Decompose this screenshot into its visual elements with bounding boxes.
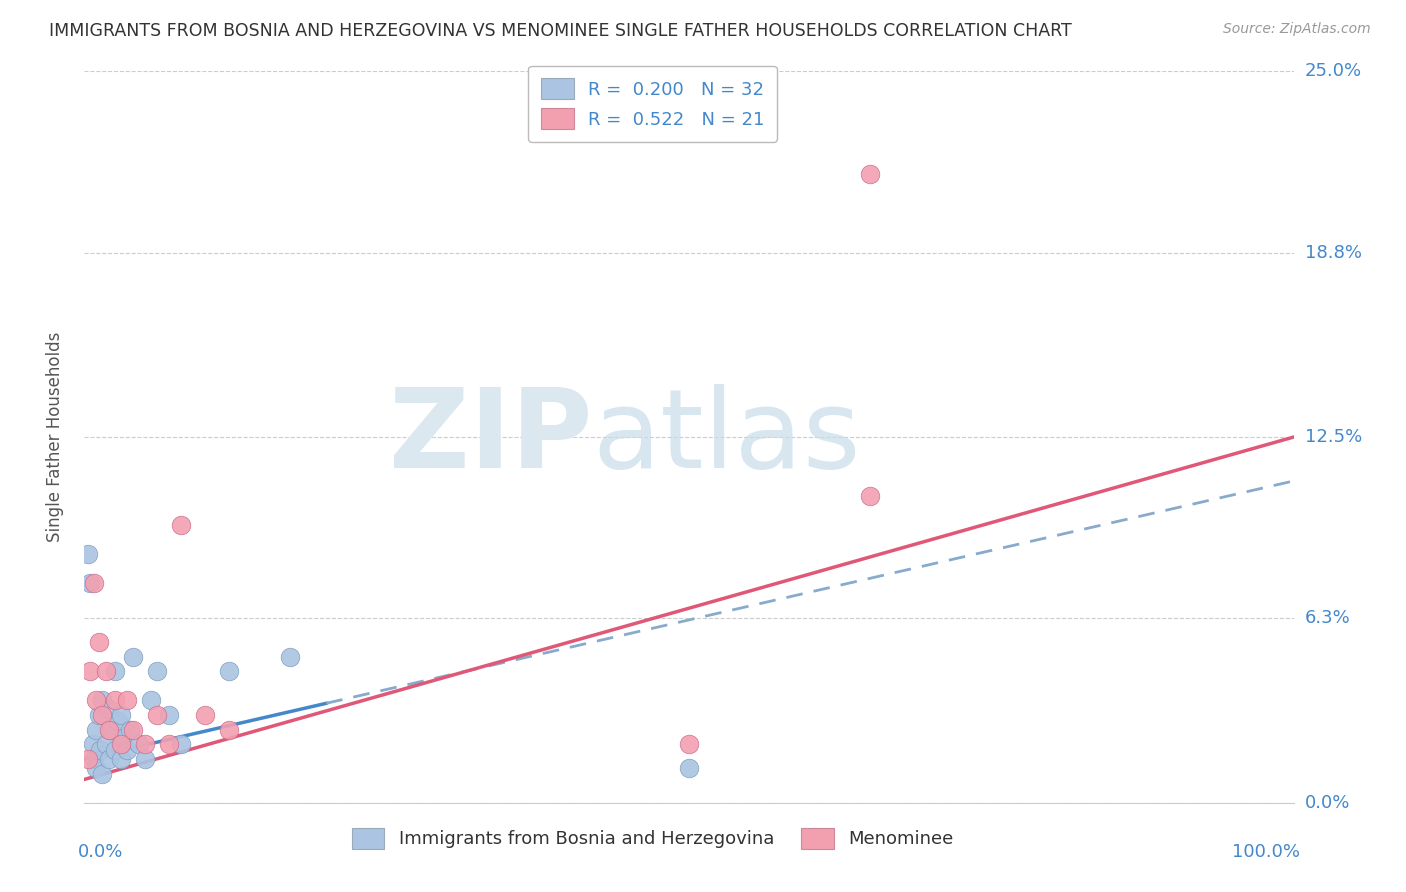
Point xyxy=(107,714,129,728)
Point xyxy=(170,517,193,532)
Legend: Immigrants from Bosnia and Herzegovina, Menominee: Immigrants from Bosnia and Herzegovina, … xyxy=(342,817,965,860)
Point xyxy=(112,731,135,746)
Point xyxy=(110,737,132,751)
Point xyxy=(86,761,108,775)
Point xyxy=(120,723,142,737)
Text: 0.0%: 0.0% xyxy=(1305,794,1350,812)
Point xyxy=(94,664,117,678)
Point xyxy=(278,649,301,664)
Point xyxy=(134,737,156,751)
Point xyxy=(157,708,180,723)
Point xyxy=(89,743,111,757)
Point xyxy=(859,489,882,503)
Point xyxy=(97,702,120,716)
Point xyxy=(82,737,104,751)
Point xyxy=(146,708,169,723)
Point xyxy=(87,635,110,649)
Point xyxy=(678,761,700,775)
Text: 25.0%: 25.0% xyxy=(1305,62,1362,80)
Point xyxy=(110,708,132,723)
Text: 18.8%: 18.8% xyxy=(1305,244,1361,261)
Point xyxy=(218,723,240,737)
Point xyxy=(97,723,120,737)
Text: 100.0%: 100.0% xyxy=(1232,843,1299,861)
Point xyxy=(157,737,180,751)
Point xyxy=(87,708,110,723)
Point xyxy=(678,737,700,751)
Point xyxy=(170,737,193,751)
Point xyxy=(104,693,127,707)
Point xyxy=(115,693,138,707)
Text: 6.3%: 6.3% xyxy=(1305,609,1350,627)
Point xyxy=(194,708,217,723)
Point xyxy=(859,167,882,181)
Point xyxy=(110,752,132,766)
Y-axis label: Single Father Households: Single Father Households xyxy=(45,332,63,542)
Point xyxy=(121,649,143,664)
Point xyxy=(121,723,143,737)
Point xyxy=(77,752,100,766)
Point xyxy=(139,693,162,707)
Text: ZIP: ZIP xyxy=(389,384,592,491)
Point xyxy=(83,752,105,766)
Point xyxy=(104,743,127,757)
Text: 12.5%: 12.5% xyxy=(1305,428,1362,446)
Point xyxy=(97,752,120,766)
Point xyxy=(128,737,150,751)
Point xyxy=(218,664,240,678)
Point xyxy=(91,766,114,780)
Point xyxy=(77,547,100,561)
Text: IMMIGRANTS FROM BOSNIA AND HERZEGOVINA VS MENOMINEE SINGLE FATHER HOUSEHOLDS COR: IMMIGRANTS FROM BOSNIA AND HERZEGOVINA V… xyxy=(49,22,1071,40)
Text: Source: ZipAtlas.com: Source: ZipAtlas.com xyxy=(1223,22,1371,37)
Point xyxy=(86,693,108,707)
Point xyxy=(115,743,138,757)
Text: atlas: atlas xyxy=(592,384,860,491)
Point xyxy=(134,752,156,766)
Point xyxy=(94,737,117,751)
Point xyxy=(79,664,101,678)
Text: 0.0%: 0.0% xyxy=(79,843,124,861)
Point xyxy=(104,664,127,678)
Point xyxy=(146,664,169,678)
Point xyxy=(83,576,105,591)
Point xyxy=(100,723,122,737)
Point xyxy=(79,576,101,591)
Point xyxy=(91,708,114,723)
Point xyxy=(86,723,108,737)
Point xyxy=(91,693,114,707)
